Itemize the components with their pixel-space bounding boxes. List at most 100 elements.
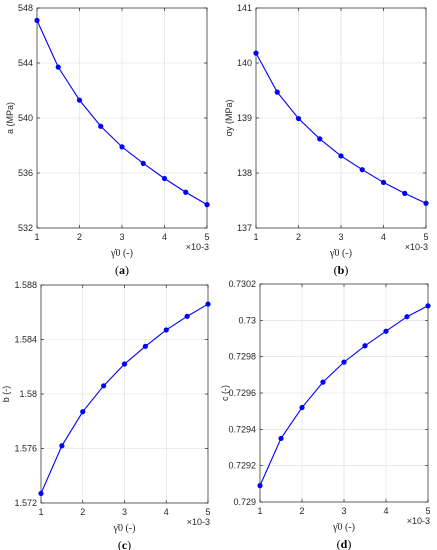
data-point [80,409,86,415]
x-tick-label: 4 [381,232,386,242]
x-axis-label: γ̇0 (-) [332,522,355,533]
y-tick-label: 540 [18,113,33,123]
y-axis-label: b (-) [1,386,11,403]
x-exponent-label: ×10-3 [407,516,430,526]
x-tick-label: 2 [80,507,85,517]
x-tick-label: 3 [338,232,343,242]
x-tick-label: 3 [119,232,124,242]
panel-label-letter: c [122,538,128,550]
data-point [404,314,410,320]
panel-label-close: ) [125,263,129,277]
y-axis-label: a (MPa) [5,102,15,134]
data-point [161,175,168,182]
data-point [359,167,365,173]
panel-label-letter: a [119,263,125,277]
y-tick-label: 1.572 [14,498,37,508]
x-tick-label: 5 [204,232,209,242]
x-exponent-label: ×10-3 [186,242,209,252]
data-point [274,89,280,95]
panel-label-close: ) [344,263,348,277]
y-tick-label: 1.576 [14,444,37,454]
panel-label: (c) [118,538,131,550]
data-point [380,179,387,185]
data-point [98,123,104,129]
y-tick-label: 0.7292 [228,461,256,471]
data-point [253,50,259,56]
x-tick-label: 4 [383,506,388,516]
data-point [362,343,368,349]
panel-label: (d) [337,537,352,550]
x-tick-label: 1 [257,506,262,516]
data-point [402,190,408,196]
y-tick-label: 0.729 [233,497,256,507]
panel-label: (b) [334,263,349,277]
data-point [341,359,347,365]
y-tick-label: 138 [237,168,252,178]
x-tick-label: 3 [122,507,127,517]
data-point [76,97,83,103]
x-tick-label: 3 [341,506,346,516]
data-point [205,301,211,307]
data-point [119,144,125,150]
data-point [425,303,431,309]
data-point [320,379,326,385]
data-point [163,327,169,333]
data-point [257,483,263,489]
panel-label-letter: b [338,263,345,277]
x-axis-label: γ̇0 (-) [113,523,136,534]
x-tick-label: 1 [38,507,43,517]
data-point [142,343,148,349]
y-axis-label: c (-) [220,385,230,401]
x-tick-label: 5 [205,507,210,517]
data-point [101,383,107,389]
data-point [55,64,61,70]
data-point [383,328,389,334]
data-point [278,435,284,442]
panel-label: (a) [115,263,129,277]
panel-label-close: ) [347,537,351,550]
y-tick-label: 1.584 [14,335,37,345]
y-tick-label: 141 [237,3,252,13]
x-axis-label: γ̇0 (-) [110,248,133,259]
y-tick-label: 1.58 [19,389,37,399]
y-tick-label: 137 [237,223,252,233]
y-tick-label: 0.7296 [228,388,256,398]
y-tick-label: 0.7302 [228,279,256,289]
panel-label-open: ( [115,263,119,277]
panel-label-open: ( [337,537,341,550]
panel-label-open: ( [118,538,122,550]
x-tick-label: 5 [425,506,430,516]
panel-b: 1 2 3 4 5 137 138 139 140 141 σy (MPa) γ̇0 (-) ×10-3… [224,3,429,277]
y-tick-label: 532 [18,223,33,233]
y-tick-label: 548 [18,3,33,13]
y-tick-label: 0.7298 [228,352,256,362]
x-tick-label: 1 [253,232,258,242]
y-tick-label: 1.588 [14,280,37,290]
x-tick-label: 5 [423,232,428,242]
y-tick-label: 0.73 [238,315,256,325]
x-axis-label: γ̇0 (-) [329,248,352,259]
y-tick-label: 139 [237,113,252,123]
panel-label-letter: d [341,537,348,550]
y-tick-label: 140 [237,58,252,68]
panel-label-open: ( [334,263,338,277]
data-point [183,189,189,195]
data-point [299,404,305,411]
x-tick-label: 2 [77,232,82,242]
panel-c: 1 2 3 4 5 1.572 1.576 1.58 1.584 1.588 b (-) γ̇0 (-… [1,280,211,550]
data-point [317,136,323,142]
y-tick-label: 0.7294 [228,424,256,434]
x-tick-label: 1 [34,232,39,242]
data-point [121,361,128,367]
panel-a: 1 2 3 4 5 532 536 540 544 548 a (MPa) γ̇0 (-) ×10-3 (… [5,3,210,277]
data-point [295,115,302,122]
panel-d: 1 2 3 4 5 0.729 0.7292 0.7294 0.7296 0.7298 0.73 0.… [220,279,431,550]
data-point [204,202,210,208]
data-point [34,17,40,23]
x-tick-label: 4 [162,232,167,242]
y-tick-label: 544 [18,58,33,68]
x-tick-label: 2 [296,232,301,242]
data-point [38,490,44,497]
data-point [338,153,344,159]
